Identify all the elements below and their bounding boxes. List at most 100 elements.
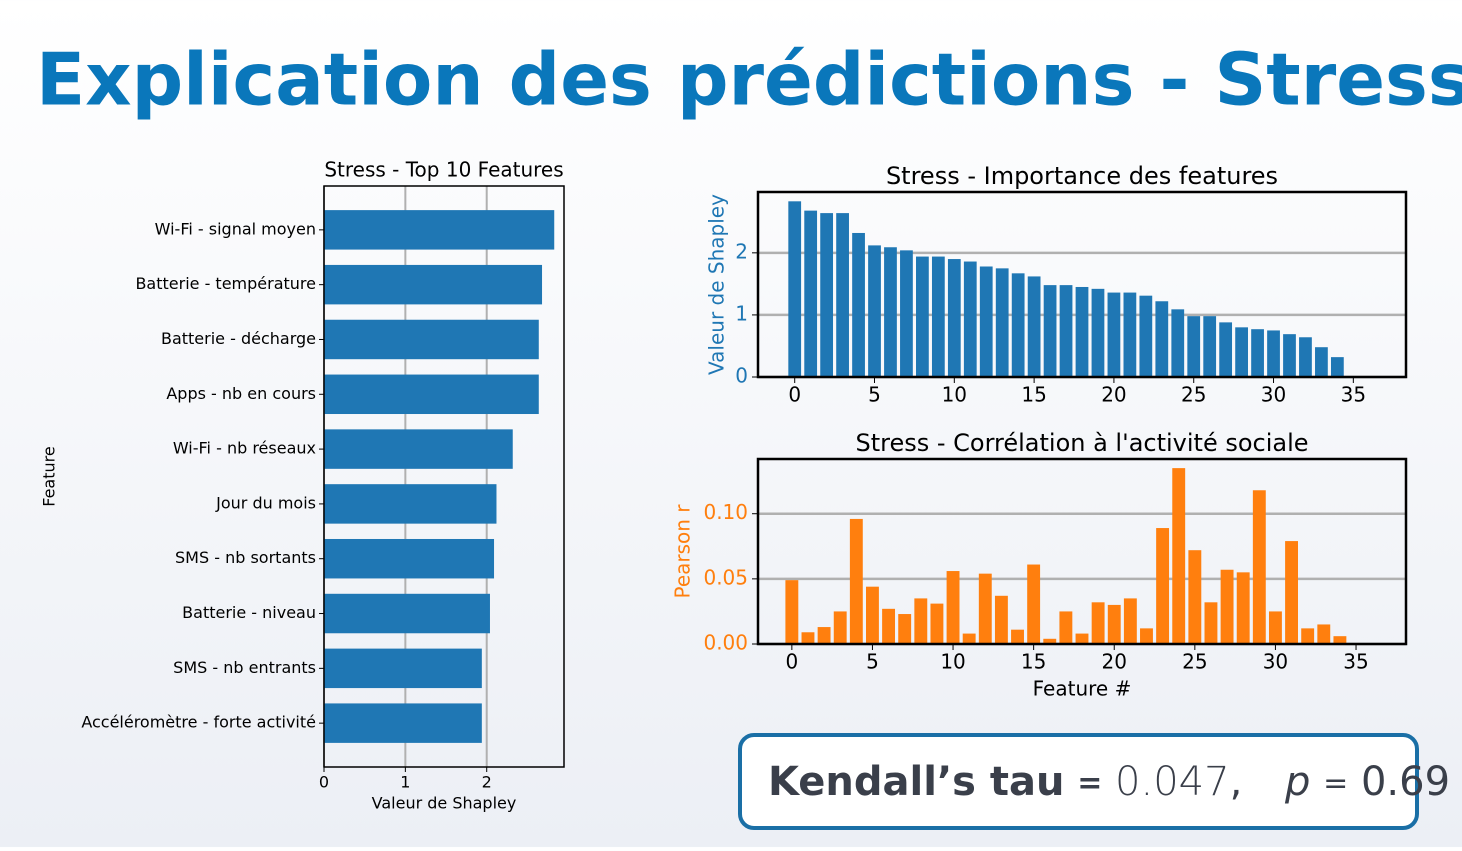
- x-tick-label: 0: [785, 650, 798, 674]
- bar: [1011, 629, 1024, 644]
- y-tick-label: 0.10: [703, 500, 748, 524]
- bar: [788, 201, 802, 377]
- bar: [324, 484, 497, 524]
- chart-title: Stress - Top 10 Features: [324, 158, 563, 182]
- bar: [1251, 329, 1264, 377]
- bar: [324, 593, 490, 634]
- bar: [1043, 285, 1057, 377]
- y-axis-label: Valeur de Shapley: [705, 194, 729, 375]
- bar: [324, 210, 555, 250]
- bar: [1315, 347, 1328, 377]
- bar: [1172, 468, 1186, 644]
- bar: [324, 703, 482, 743]
- bar: [1187, 316, 1201, 377]
- bar: [1220, 569, 1234, 644]
- bar: [801, 632, 815, 644]
- bar: [1171, 309, 1185, 377]
- kendall-tau: 0.047: [1115, 759, 1230, 805]
- bar: [868, 245, 881, 377]
- y-tick-label: 0.05: [703, 565, 748, 589]
- bar: [1299, 337, 1312, 377]
- bar: [1283, 334, 1296, 377]
- kendall-operator: =: [1077, 766, 1102, 801]
- x-tick-label: 15: [1021, 650, 1046, 674]
- bar: [1203, 316, 1217, 377]
- bar: [804, 210, 818, 377]
- bar: [1156, 528, 1170, 644]
- bar: [1140, 628, 1153, 644]
- bar: [817, 627, 831, 644]
- y-tick-label: Jour du mois: [215, 493, 316, 512]
- bar: [1252, 490, 1266, 644]
- bar: [1219, 322, 1233, 377]
- y-tick-label: Batterie - décharge: [161, 329, 316, 348]
- y-tick-label: 0: [735, 364, 748, 388]
- bar: [785, 580, 799, 644]
- x-tick-label: 20: [1101, 383, 1126, 407]
- x-tick-label: 30: [1261, 383, 1286, 407]
- bar: [1075, 633, 1089, 644]
- bar: [994, 595, 1008, 644]
- y-tick-label: 2: [735, 239, 748, 263]
- bar: [1027, 276, 1041, 377]
- bar: [947, 259, 961, 377]
- bar: [1027, 564, 1041, 644]
- bar: [324, 374, 539, 415]
- plot-frame: [756, 190, 1408, 379]
- bar: [1236, 572, 1250, 644]
- bar: [946, 571, 960, 644]
- y-axis-label: Pearson r: [671, 504, 695, 599]
- bar: [1107, 292, 1121, 377]
- y-tick-label: Accéléromètre - forte activité: [81, 713, 316, 732]
- x-tick-label: 0: [319, 773, 329, 792]
- bar: [882, 608, 896, 644]
- bar: [1123, 598, 1137, 644]
- x-axis-label: Valeur de Shapley: [372, 794, 517, 813]
- bar: [852, 232, 865, 377]
- y-tick-label: Apps - nb en cours: [166, 384, 316, 403]
- kendall-label: Kendall’s tau: [768, 759, 1064, 805]
- bar: [916, 256, 929, 377]
- bar: [836, 213, 849, 377]
- bar: [820, 213, 834, 377]
- chart-title: Stress - Importance des features: [886, 162, 1278, 190]
- bar: [898, 614, 912, 644]
- bar: [866, 586, 879, 644]
- x-tick-label: 15: [1021, 383, 1046, 407]
- x-tick-label: 5: [868, 383, 881, 407]
- bar: [324, 264, 543, 305]
- bar: [1301, 628, 1315, 644]
- x-axis-label: Feature #: [1033, 677, 1132, 701]
- bar: [1091, 288, 1105, 377]
- x-tick-label: 0: [788, 383, 801, 407]
- plot-frame: [323, 185, 565, 768]
- bar: [884, 247, 897, 377]
- bar: [978, 573, 992, 644]
- kendall-separator: ,: [1230, 759, 1243, 805]
- chart-title: Stress - Corrélation à l'activité social…: [855, 429, 1308, 457]
- bar: [930, 603, 944, 644]
- bar: [1075, 286, 1089, 377]
- bar: [1139, 295, 1153, 377]
- y-tick-label: SMS - nb sortants: [175, 548, 316, 567]
- x-tick-label: 2: [482, 773, 492, 792]
- bar: [1268, 611, 1282, 644]
- x-tick-label: 10: [940, 650, 965, 674]
- y-tick-label: 0.00: [703, 631, 748, 655]
- bar: [995, 268, 1009, 377]
- bar: [1317, 624, 1331, 644]
- x-tick-label: 35: [1343, 650, 1368, 674]
- bar: [324, 648, 482, 689]
- bar: [1330, 357, 1344, 377]
- bar: [1235, 327, 1248, 377]
- bar: [1267, 330, 1280, 377]
- y-tick-label: Batterie - température: [135, 274, 316, 293]
- bar: [324, 319, 539, 360]
- bar: [1123, 292, 1137, 377]
- x-tick-label: 25: [1181, 383, 1206, 407]
- p-value: 0.69: [1361, 759, 1450, 805]
- slide-title: Explication des prédictions - Stress: [36, 38, 1462, 122]
- bar: [1188, 550, 1202, 644]
- bar: [1059, 285, 1073, 377]
